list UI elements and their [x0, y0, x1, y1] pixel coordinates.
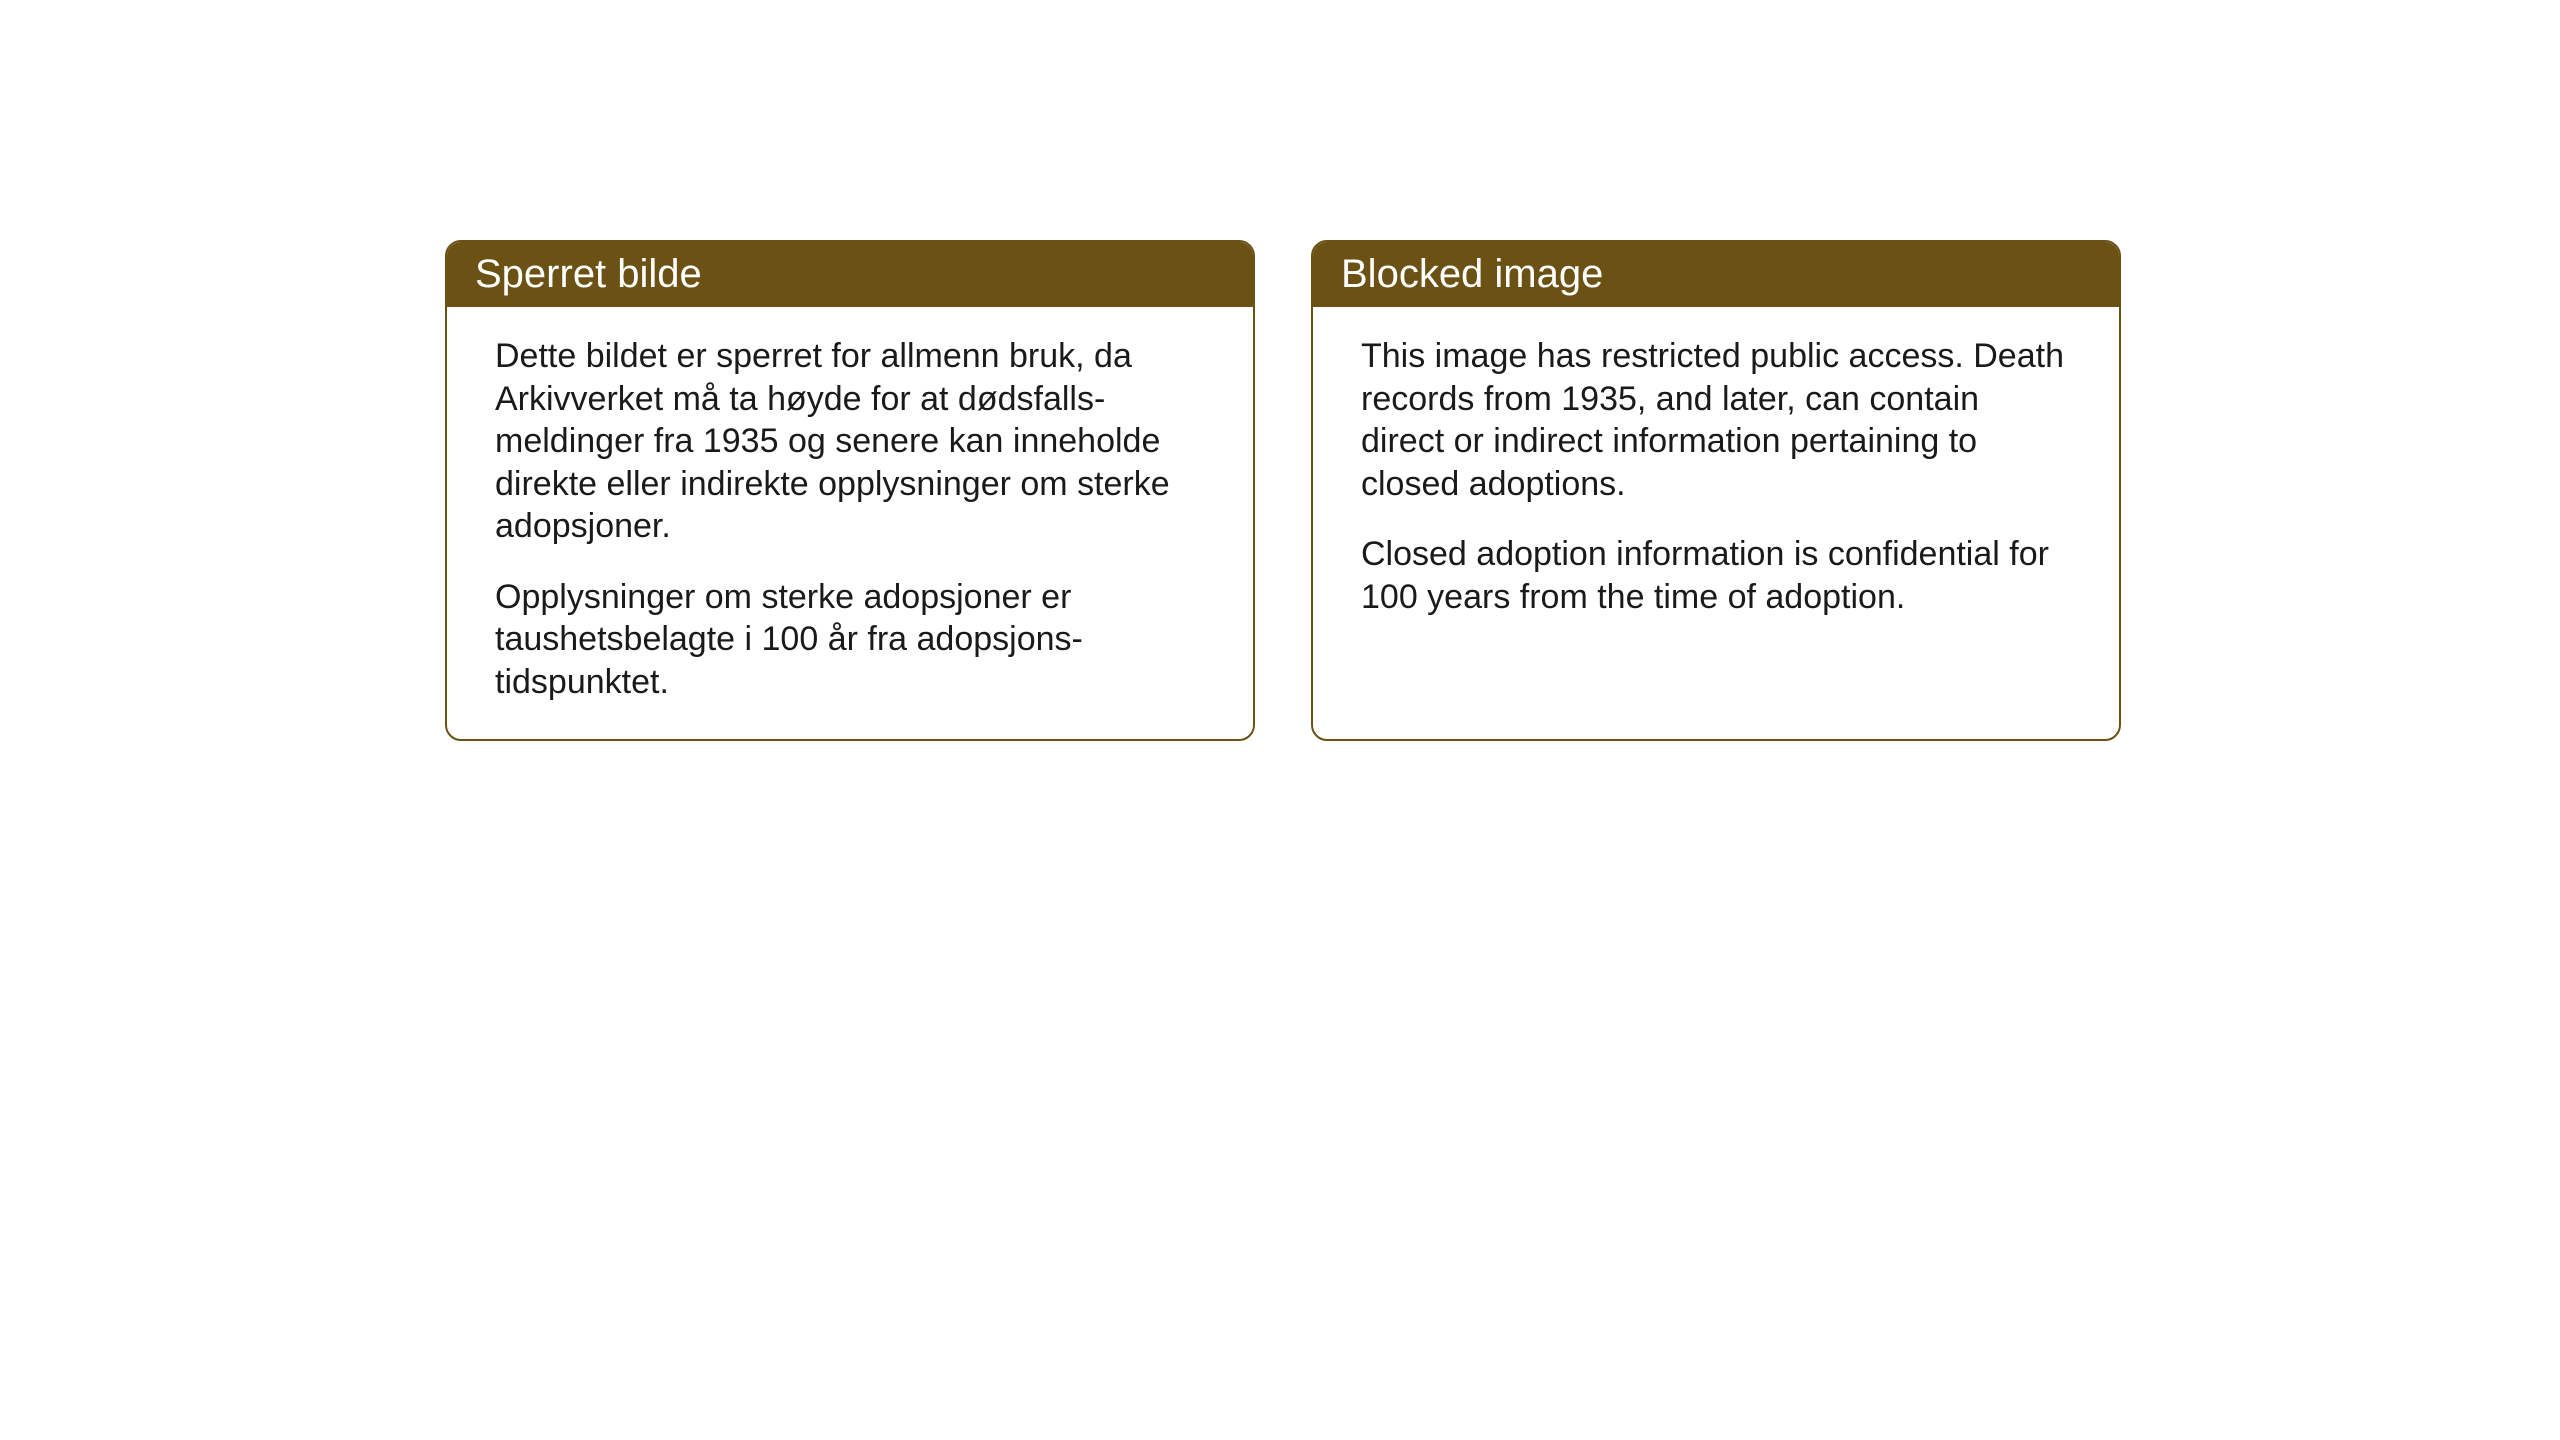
card-body-english: This image has restricted public access.…	[1313, 307, 2119, 727]
card-paragraph-2-english: Closed adoption information is confident…	[1361, 533, 2071, 618]
card-title-english: Blocked image	[1341, 252, 1603, 296]
card-header-norwegian: Sperret bilde	[447, 242, 1253, 307]
card-title-norwegian: Sperret bilde	[475, 252, 702, 296]
card-paragraph-1-english: This image has restricted public access.…	[1361, 335, 2071, 505]
notice-card-english: Blocked image This image has restricted …	[1311, 240, 2121, 741]
notice-card-norwegian: Sperret bilde Dette bildet er sperret fo…	[445, 240, 1255, 741]
card-paragraph-1-norwegian: Dette bildet er sperret for allmenn bruk…	[495, 335, 1205, 548]
card-header-english: Blocked image	[1313, 242, 2119, 307]
notice-container: Sperret bilde Dette bildet er sperret fo…	[445, 240, 2121, 741]
card-body-norwegian: Dette bildet er sperret for allmenn bruk…	[447, 307, 1253, 739]
card-paragraph-2-norwegian: Opplysninger om sterke adopsjoner er tau…	[495, 576, 1205, 704]
